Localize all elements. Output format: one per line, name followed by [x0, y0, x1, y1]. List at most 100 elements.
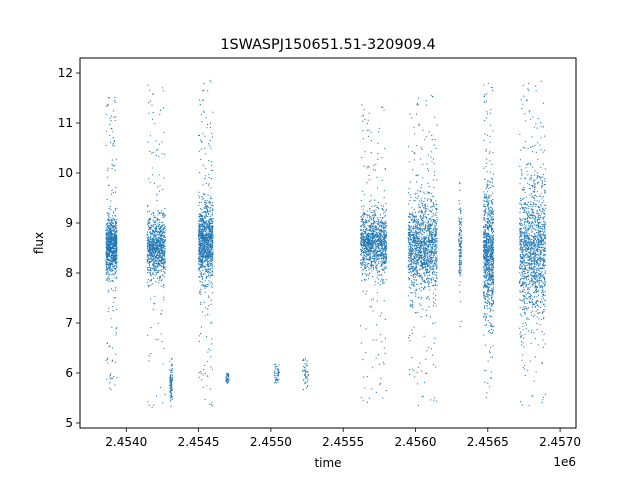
- data-point: [112, 260, 114, 262]
- data-point: [202, 259, 204, 261]
- data-point: [153, 240, 155, 242]
- data-point: [108, 266, 111, 269]
- data-point: [198, 340, 200, 342]
- data-point: [427, 167, 429, 170]
- data-point: [417, 227, 419, 229]
- data-point: [409, 228, 411, 230]
- data-point: [204, 287, 206, 289]
- data-point: [148, 254, 150, 257]
- data-point: [208, 143, 210, 145]
- data-point: [114, 101, 116, 103]
- data-point: [115, 262, 117, 264]
- data-point: [206, 247, 208, 249]
- data-point: [149, 257, 151, 259]
- data-point: [380, 257, 383, 260]
- data-point: [208, 260, 211, 262]
- data-point: [202, 224, 204, 226]
- data-point: [211, 401, 213, 403]
- data-point: [115, 353, 117, 355]
- data-point: [160, 266, 162, 268]
- data-point: [210, 356, 212, 358]
- data-point: [171, 367, 173, 369]
- data-point: [376, 253, 378, 255]
- data-point: [109, 226, 112, 228]
- data-point: [149, 210, 151, 212]
- data-point: [114, 222, 116, 224]
- data-point: [159, 250, 161, 252]
- data-point: [109, 142, 112, 144]
- data-point: [382, 281, 384, 283]
- data-point: [361, 396, 363, 398]
- data-point: [427, 222, 429, 224]
- data-point: [363, 264, 365, 266]
- data-point: [111, 253, 113, 255]
- data-point: [412, 212, 414, 214]
- data-point: [207, 194, 209, 196]
- data-point: [106, 239, 108, 241]
- data-point: [107, 268, 109, 270]
- data-point: [151, 229, 153, 231]
- data-point: [159, 113, 161, 115]
- data-point: [428, 265, 430, 267]
- data-point: [153, 241, 155, 243]
- data-point: [204, 135, 206, 137]
- data-point: [413, 208, 415, 210]
- data-point: [198, 195, 200, 197]
- data-point: [153, 404, 155, 406]
- data-point: [160, 256, 162, 258]
- data-point: [149, 266, 151, 268]
- data-point: [162, 240, 164, 242]
- data-point: [171, 369, 173, 372]
- data-point: [381, 260, 383, 262]
- data-point: [383, 222, 385, 224]
- data-point: [275, 382, 277, 384]
- data-point: [368, 166, 370, 168]
- data-point: [110, 240, 112, 242]
- data-point: [115, 158, 117, 160]
- data-point: [207, 295, 209, 297]
- data-point: [203, 364, 205, 366]
- data-point: [227, 373, 229, 375]
- data-point: [108, 216, 110, 218]
- data-point: [169, 369, 171, 371]
- data-point: [376, 176, 378, 178]
- data-point: [114, 227, 116, 229]
- data-point: [107, 311, 109, 313]
- data-point: [106, 259, 109, 261]
- data-point: [423, 281, 425, 283]
- data-point: [163, 296, 165, 298]
- data-point: [107, 184, 109, 186]
- data-point: [151, 167, 153, 169]
- data-point: [169, 360, 171, 362]
- data-point: [162, 236, 164, 238]
- data-point: [106, 232, 108, 234]
- data-point: [212, 263, 214, 265]
- data-point: [210, 253, 212, 255]
- data-point: [302, 389, 304, 391]
- data-point: [150, 268, 152, 270]
- data-point: [382, 257, 384, 260]
- data-point: [164, 260, 166, 262]
- data-point: [149, 261, 151, 264]
- data-point: [198, 196, 201, 199]
- data-point: [108, 289, 110, 291]
- data-point: [202, 90, 204, 92]
- data-point: [415, 232, 418, 234]
- data-point: [162, 213, 165, 215]
- data-point: [161, 224, 163, 226]
- data-point: [112, 269, 114, 271]
- data-point: [210, 274, 212, 276]
- data-point: [385, 244, 387, 246]
- data-point: [112, 242, 114, 244]
- data-point: [367, 135, 369, 137]
- data-point: [207, 262, 209, 264]
- data-point: [209, 403, 211, 405]
- data-point: [159, 234, 161, 236]
- data-point: [158, 211, 160, 213]
- data-point: [159, 232, 161, 234]
- data-point: [204, 284, 206, 286]
- data-point: [370, 238, 372, 240]
- data-point: [163, 224, 165, 226]
- data-point: [115, 308, 117, 311]
- data-point: [107, 265, 109, 267]
